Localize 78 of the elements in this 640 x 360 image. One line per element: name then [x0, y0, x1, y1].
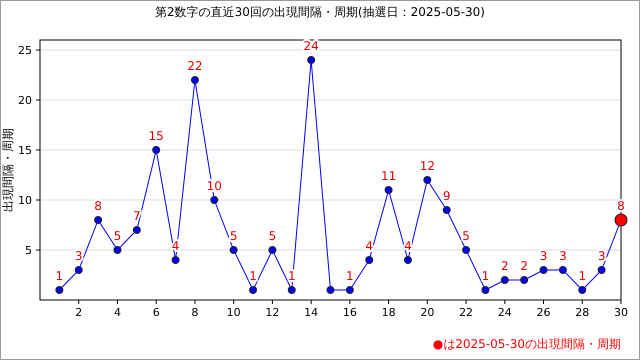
chart-title: 第2数字の直近30回の出現間隔・周期(抽選日：2025-05-30)	[154, 5, 486, 19]
x-tick-label: 14	[304, 306, 318, 319]
point	[404, 256, 412, 264]
data-label: 5	[114, 229, 122, 243]
point	[268, 246, 276, 254]
point	[113, 246, 122, 254]
data-label: 22	[187, 59, 203, 73]
data-label: 1	[578, 269, 586, 283]
point	[481, 286, 490, 294]
point	[462, 246, 470, 254]
x-tick-label: 8	[191, 306, 198, 319]
point	[423, 176, 432, 184]
x-tick-label: 2	[75, 306, 82, 319]
x-tick-label: 30	[614, 306, 628, 319]
data-label: 12	[420, 159, 435, 173]
point	[152, 146, 160, 154]
data-label: 5	[230, 229, 238, 243]
x-tick-label: 16	[342, 306, 357, 319]
data-label: 4	[404, 239, 412, 253]
point	[249, 286, 258, 294]
data-label: 2	[500, 259, 509, 273]
point	[230, 246, 238, 254]
data-label: 1	[482, 269, 490, 283]
point	[326, 286, 334, 294]
y-tick-label: 20	[18, 94, 32, 107]
data-label: 3	[540, 249, 548, 263]
data-label: 3	[598, 249, 606, 263]
point	[384, 186, 393, 194]
data-label: 11	[380, 169, 396, 183]
data-label: 5	[462, 229, 470, 243]
point	[190, 76, 199, 84]
data-label: 7	[133, 209, 141, 223]
point	[614, 214, 628, 226]
x-tick-label: 4	[114, 306, 121, 319]
point	[94, 216, 102, 224]
point	[598, 266, 606, 274]
data-label: 1	[56, 269, 64, 283]
point	[210, 196, 218, 204]
data-label: 8	[94, 199, 102, 213]
point	[132, 226, 141, 234]
data-label: 4	[365, 239, 374, 253]
y-tick-label: 10	[18, 194, 32, 207]
point	[540, 266, 548, 274]
data-label: 2	[520, 259, 528, 273]
data-label: 1	[346, 269, 354, 283]
data-label: 3	[74, 249, 83, 263]
x-tick-label: 10	[226, 306, 241, 319]
point	[442, 206, 451, 214]
point	[172, 256, 180, 264]
y-axis-title: 出現間隔・周期	[1, 128, 15, 212]
x-tick-label: 6	[152, 306, 160, 319]
point	[346, 286, 354, 294]
x-tick-label: 28	[575, 306, 590, 319]
x-tick-label: 18	[382, 306, 396, 319]
point	[365, 256, 374, 264]
x-tick-label: 22	[459, 306, 474, 319]
x-tick-label: 20	[420, 306, 434, 319]
data-label: 9	[442, 189, 451, 203]
point	[520, 276, 528, 284]
x-tick-label: 12	[265, 306, 280, 319]
x-tick-label: 26	[536, 306, 551, 319]
point	[74, 266, 83, 274]
data-label: 5	[268, 229, 276, 243]
point	[55, 286, 64, 294]
y-tick-label: 25	[18, 44, 32, 57]
y-tick-label: 5	[25, 244, 32, 257]
point	[500, 276, 509, 284]
text: ●は2025-05-30の出現間隔・周期	[432, 337, 621, 351]
data-label: 15	[148, 129, 164, 143]
x-tick-label: 24	[498, 306, 512, 319]
point	[288, 286, 296, 294]
point	[558, 266, 567, 274]
point	[307, 56, 316, 64]
data-label: 3	[559, 249, 567, 263]
y-tick-label: 15	[18, 144, 32, 157]
data-label: 24	[303, 39, 319, 53]
data-label: 1	[249, 269, 257, 283]
point	[578, 286, 586, 294]
